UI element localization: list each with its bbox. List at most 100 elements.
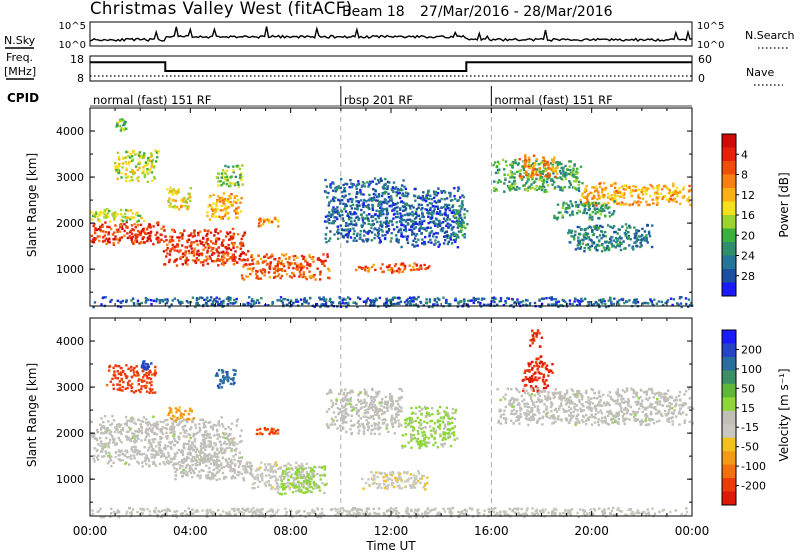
range-cell: [374, 193, 377, 196]
range-cell: [347, 218, 351, 221]
range-cell: [179, 432, 182, 435]
range-cell: [585, 189, 588, 192]
range-cell: [412, 206, 415, 209]
scatter-feature: [257, 216, 280, 228]
range-cell: [421, 214, 425, 217]
range-cell: [453, 187, 456, 190]
range-cell: [605, 240, 609, 243]
range-cell: [343, 196, 346, 199]
range-cell: [655, 186, 659, 189]
range-cell: [579, 246, 583, 249]
range-cell: [245, 462, 248, 465]
range-cell: [499, 297, 503, 300]
range-cell: [255, 276, 258, 280]
range-cell: [522, 175, 525, 179]
range-cell: [568, 299, 572, 302]
range-cell: [261, 479, 264, 482]
range-cell: [102, 236, 105, 239]
range-cell: [349, 210, 352, 214]
range-cell: [291, 482, 294, 486]
range-cell: [618, 202, 621, 205]
range-cell: [127, 155, 130, 158]
range-cell: [274, 469, 277, 472]
range-cell: [232, 200, 236, 203]
range-cell: [300, 462, 304, 466]
range-cell: [222, 466, 226, 469]
freq-traces: [90, 61, 692, 77]
range-cell: [415, 233, 419, 236]
range-cell: [287, 467, 291, 470]
range-cell: [551, 179, 555, 182]
range-cell: [138, 450, 141, 453]
range-cell: [616, 232, 619, 235]
range-cell: [211, 253, 214, 256]
range-cell: [435, 194, 438, 197]
range-cell: [206, 243, 210, 246]
range-cell: [632, 248, 635, 251]
range-cell: [104, 221, 107, 224]
range-cell: [588, 301, 591, 304]
range-cell: [378, 201, 381, 205]
range-cell: [414, 220, 417, 224]
range-cell: [183, 254, 187, 257]
range-cell: [542, 178, 546, 181]
range-cell: [377, 229, 381, 233]
range-cell: [453, 214, 457, 218]
range-cell: [230, 447, 233, 451]
range-cell: [640, 244, 643, 247]
range-cell: [557, 305, 560, 308]
range-cell: [159, 435, 162, 439]
range-cell: [321, 481, 324, 485]
range-cell: [209, 444, 212, 447]
range-cell: [227, 426, 230, 429]
range-cell: [397, 238, 400, 242]
range-cell: [459, 213, 462, 217]
range-cell: [165, 436, 168, 439]
range-cell: [227, 243, 230, 247]
range-cell: [156, 423, 159, 426]
range-cell: [233, 471, 236, 474]
range-cell: [204, 420, 207, 423]
range-cell: [170, 447, 173, 450]
range-cell: [298, 465, 302, 469]
range-cell: [157, 238, 160, 242]
range-cell: [240, 274, 244, 277]
range-cell: [396, 201, 399, 205]
range-cell: [318, 296, 321, 299]
range-cell: [130, 449, 134, 452]
range-cell: [262, 260, 265, 263]
scatter-feature: [275, 465, 328, 496]
range-cell: [550, 168, 553, 171]
range-cell: [336, 209, 339, 212]
range-cell: [432, 221, 436, 225]
range-cell: [208, 218, 212, 221]
range-cell: [394, 216, 398, 219]
range-cell: [201, 241, 204, 244]
range-cell: [395, 194, 399, 197]
range-cell: [168, 305, 171, 309]
range-cell: [356, 183, 359, 186]
range-cell: [106, 225, 109, 228]
range-cell: [226, 254, 229, 257]
range-cell: [154, 160, 158, 163]
range-cell: [100, 440, 103, 443]
range-cell: [335, 188, 339, 192]
range-cell: [648, 235, 652, 238]
range-cell: [306, 263, 309, 267]
range-cell: [299, 298, 303, 301]
range-cell: [573, 173, 576, 176]
range-cell: [301, 302, 304, 306]
range-cell: [446, 242, 450, 246]
range-cell: [261, 268, 265, 272]
range-cell: [276, 478, 280, 482]
range-cell: [303, 297, 306, 300]
range-cell: [513, 176, 516, 179]
nsky-trace: [89, 26, 693, 42]
range-cell: [527, 156, 531, 159]
range-cell: [261, 222, 265, 226]
range-cell: [218, 303, 221, 306]
range-cell: [577, 203, 580, 207]
range-cell: [219, 230, 222, 233]
range-cell: [270, 429, 273, 432]
range-cell: [664, 301, 667, 305]
